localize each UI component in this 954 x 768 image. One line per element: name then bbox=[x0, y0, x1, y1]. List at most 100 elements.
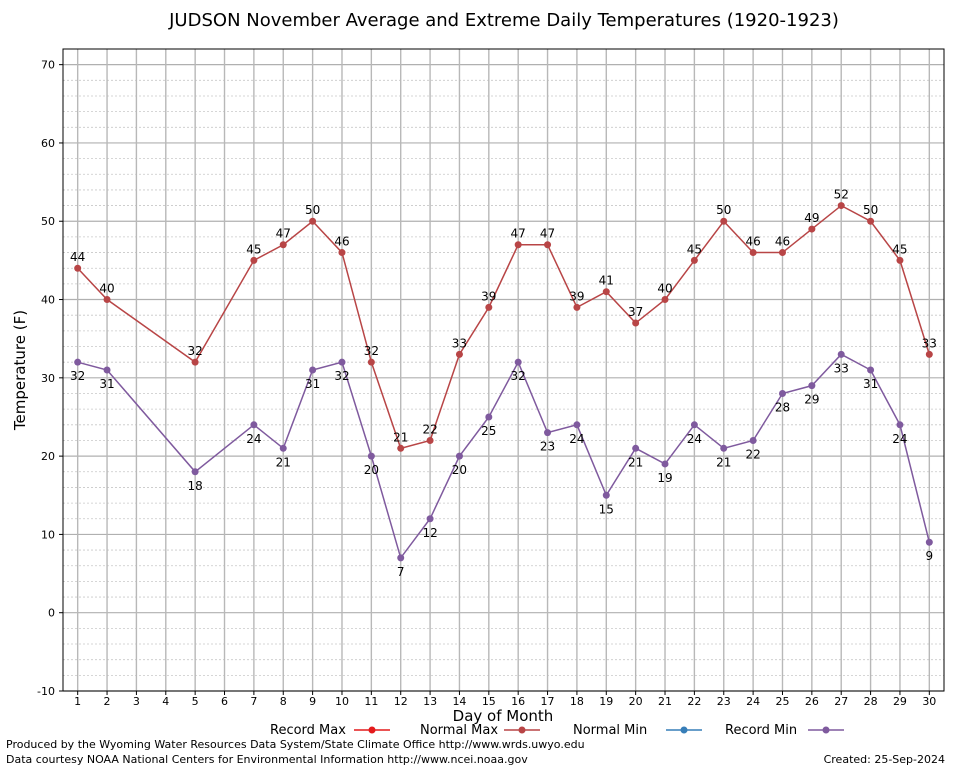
x-tick-label: 3 bbox=[133, 695, 140, 708]
x-tick-label: 24 bbox=[746, 695, 760, 708]
data-label: 37 bbox=[628, 305, 643, 319]
credit-line-1: Produced by the Wyoming Water Resources … bbox=[6, 738, 585, 751]
data-label: 39 bbox=[569, 289, 584, 303]
data-label: 32 bbox=[364, 344, 379, 358]
series-normal-max: 44 40 32 45 47 50 46 32 21 22 33 39 47 47 39 41 37 40 45 50… bbox=[70, 188, 937, 452]
data-label: 33 bbox=[922, 336, 937, 350]
data-label: 32 bbox=[511, 369, 526, 383]
legend-marker bbox=[368, 726, 376, 734]
data-point bbox=[573, 421, 581, 429]
data-point bbox=[74, 264, 82, 272]
x-tick-label: 21 bbox=[658, 695, 672, 708]
x-tick-label: 7 bbox=[250, 695, 257, 708]
legend: Record Max Normal Max Normal Min Record Min bbox=[270, 723, 844, 738]
data-point bbox=[720, 444, 728, 452]
data-point bbox=[632, 444, 640, 452]
x-tick-label: 26 bbox=[805, 695, 819, 708]
data-point bbox=[808, 382, 816, 390]
data-label: 29 bbox=[804, 393, 819, 407]
data-point bbox=[632, 319, 640, 327]
x-tick-label: 10 bbox=[335, 695, 349, 708]
data-label: 22 bbox=[745, 447, 760, 461]
x-tick-label: 29 bbox=[893, 695, 907, 708]
data-label: 31 bbox=[99, 377, 114, 391]
data-label: 45 bbox=[687, 242, 702, 256]
data-point bbox=[925, 538, 933, 546]
data-point bbox=[778, 249, 786, 257]
data-label: 25 bbox=[481, 424, 496, 438]
data-point bbox=[191, 358, 199, 366]
y-tick-label: 10 bbox=[41, 528, 55, 541]
x-tick-label: 14 bbox=[452, 695, 466, 708]
x-tick-label: 9 bbox=[309, 695, 316, 708]
data-point bbox=[544, 241, 552, 249]
x-tick-label: 20 bbox=[629, 695, 643, 708]
data-label: 31 bbox=[863, 377, 878, 391]
legend-label: Record Max bbox=[270, 723, 346, 738]
data-label: 24 bbox=[246, 432, 261, 446]
data-point bbox=[279, 241, 287, 249]
data-label: 28 bbox=[775, 400, 790, 414]
data-point bbox=[191, 468, 199, 476]
y-tick-label: 60 bbox=[41, 137, 55, 150]
data-point bbox=[338, 358, 346, 366]
x-tick-label: 2 bbox=[104, 695, 111, 708]
data-point bbox=[867, 217, 875, 225]
plot-frame bbox=[62, 48, 945, 692]
legend-marker bbox=[822, 726, 830, 734]
y-tick-label: 0 bbox=[48, 607, 55, 620]
y-tick-label: 20 bbox=[41, 450, 55, 463]
y-axis-ticks: -10 0 10 20 30 40 50 60 70 bbox=[37, 59, 63, 698]
x-tick-label: 18 bbox=[570, 695, 584, 708]
data-point bbox=[690, 421, 698, 429]
x-tick-label: 1 bbox=[74, 695, 81, 708]
y-tick-label: -10 bbox=[37, 685, 55, 698]
data-label: 32 bbox=[70, 369, 85, 383]
x-tick-label: 16 bbox=[511, 695, 525, 708]
x-tick-label: 6 bbox=[221, 695, 228, 708]
data-point bbox=[455, 350, 463, 358]
data-label: 47 bbox=[511, 227, 526, 241]
data-label: 33 bbox=[834, 361, 849, 375]
x-tick-label: 13 bbox=[423, 695, 437, 708]
data-label: 21 bbox=[628, 455, 643, 469]
data-point bbox=[720, 217, 728, 225]
data-label: 46 bbox=[334, 235, 349, 249]
data-label: 47 bbox=[276, 227, 291, 241]
series-layer: 44 40 32 45 47 50 46 32 21 22 33 39 47 47 39 41 37 40 45 50… bbox=[70, 188, 937, 579]
data-point bbox=[573, 303, 581, 311]
chart-title: JUDSON November Average and Extreme Dail… bbox=[168, 10, 839, 31]
data-label: 21 bbox=[276, 455, 291, 469]
data-label: 23 bbox=[540, 440, 555, 454]
y-axis-label: Temperature (F) bbox=[11, 310, 29, 431]
data-label: 24 bbox=[687, 432, 702, 446]
data-point bbox=[602, 288, 610, 296]
data-point bbox=[690, 256, 698, 264]
x-tick-label: 8 bbox=[280, 695, 287, 708]
data-label: 20 bbox=[364, 463, 379, 477]
data-point bbox=[837, 202, 845, 210]
data-label: 24 bbox=[892, 432, 907, 446]
data-label: 45 bbox=[246, 242, 261, 256]
x-tick-label: 22 bbox=[687, 695, 701, 708]
data-point bbox=[602, 491, 610, 499]
data-point bbox=[749, 249, 757, 257]
data-point bbox=[896, 421, 904, 429]
data-label: 49 bbox=[804, 211, 819, 225]
y-tick-label: 50 bbox=[41, 215, 55, 228]
data-label: 40 bbox=[657, 282, 672, 296]
data-point bbox=[485, 413, 493, 421]
data-label: 40 bbox=[99, 282, 114, 296]
data-label: 44 bbox=[70, 250, 85, 264]
data-point bbox=[808, 225, 816, 233]
data-point bbox=[455, 452, 463, 460]
data-point bbox=[367, 452, 375, 460]
data-label: 50 bbox=[305, 203, 320, 217]
data-point bbox=[309, 366, 317, 374]
data-point bbox=[103, 366, 111, 374]
data-point bbox=[426, 515, 434, 523]
data-point bbox=[250, 421, 258, 429]
data-label: 19 bbox=[657, 471, 672, 485]
data-label: 22 bbox=[422, 422, 437, 436]
